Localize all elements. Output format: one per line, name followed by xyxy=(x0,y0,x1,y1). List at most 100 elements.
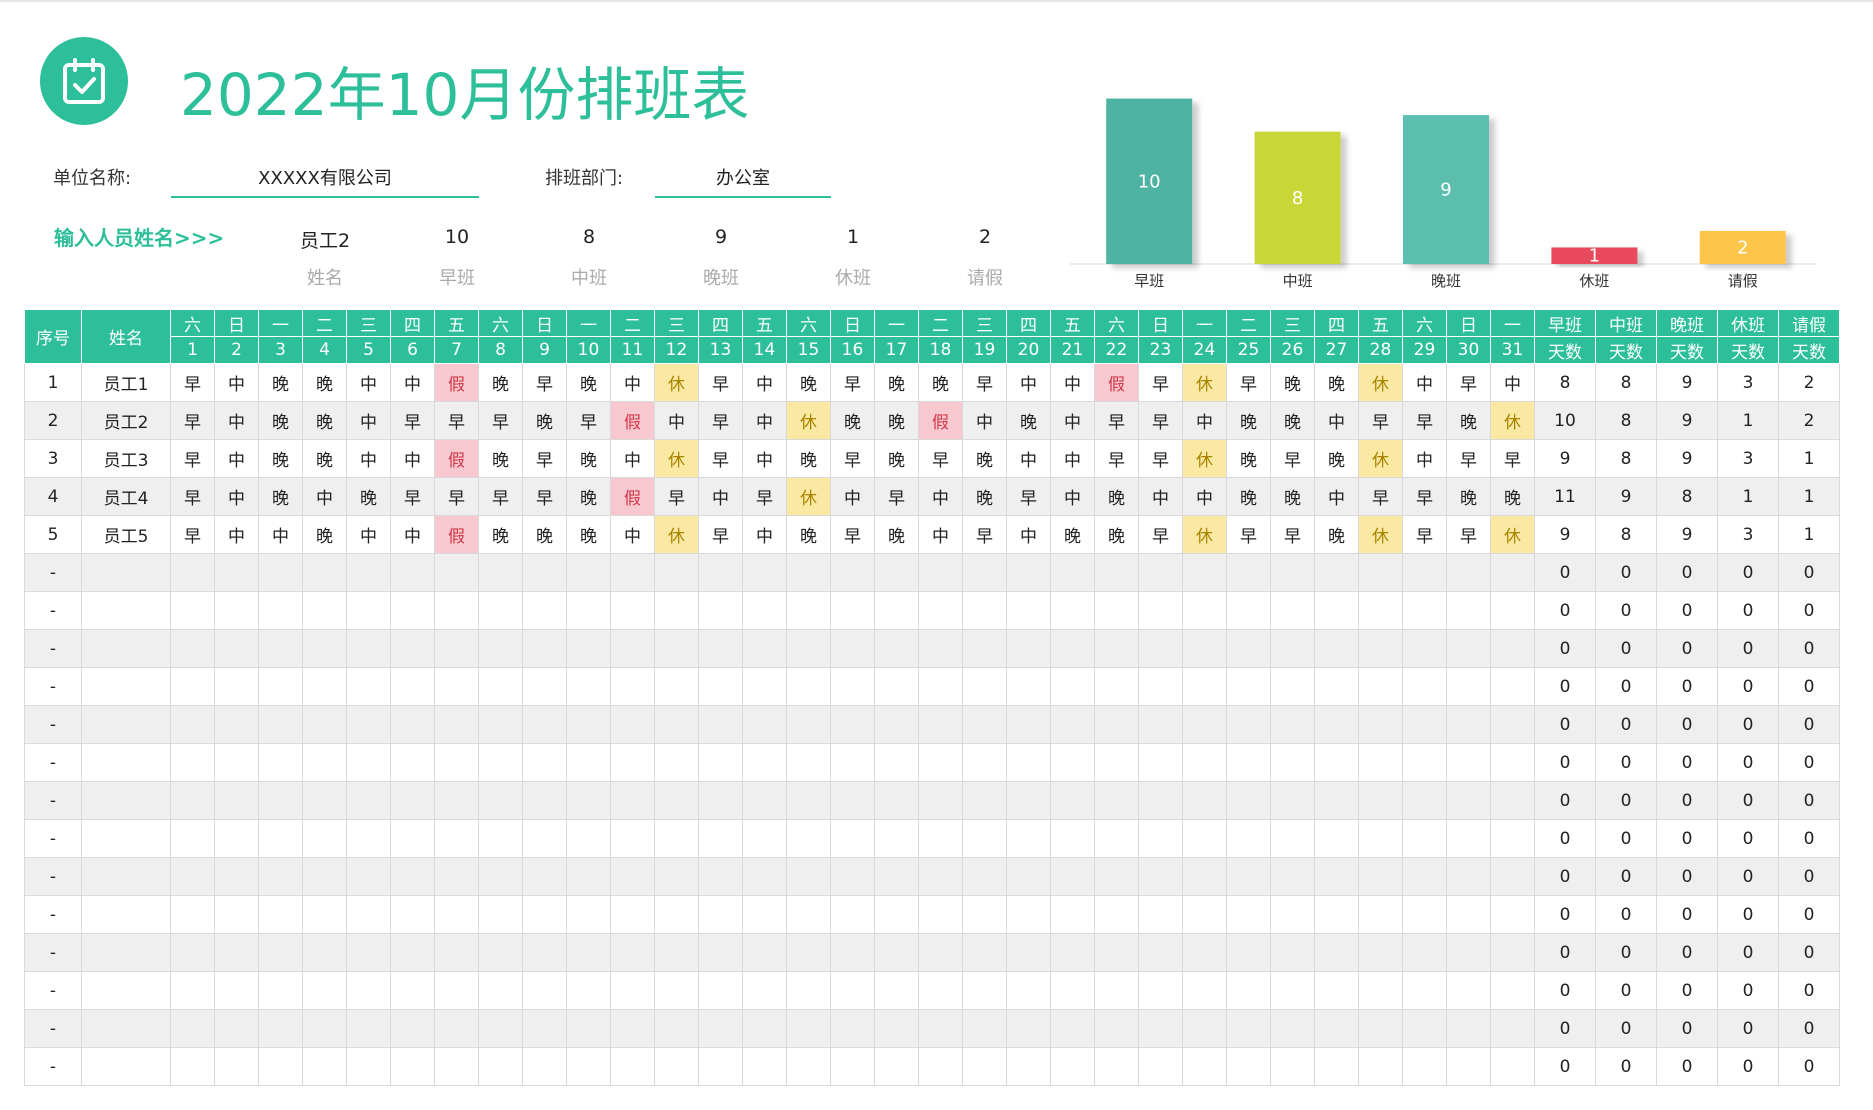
shift-cell[interactable] xyxy=(1314,553,1359,592)
shift-cell[interactable]: 休 xyxy=(654,515,699,554)
shift-cell[interactable] xyxy=(566,629,611,668)
shift-cell[interactable] xyxy=(1182,781,1227,820)
shift-cell[interactable] xyxy=(1446,781,1491,820)
shift-cell[interactable] xyxy=(1006,781,1051,820)
shift-cell[interactable] xyxy=(610,933,655,972)
shift-cell[interactable] xyxy=(1446,1047,1491,1086)
shift-cell[interactable]: 早 xyxy=(1270,439,1315,478)
shift-cell[interactable] xyxy=(1006,857,1051,896)
shift-cell[interactable]: 假 xyxy=(1094,363,1139,402)
shift-cell[interactable] xyxy=(478,743,523,782)
shift-cell[interactable] xyxy=(258,667,303,706)
shift-cell[interactable]: 中 xyxy=(742,515,787,554)
shift-cell[interactable] xyxy=(1094,553,1139,592)
shift-cell[interactable] xyxy=(830,629,875,668)
shift-cell[interactable]: 早 xyxy=(170,515,215,554)
shift-cell[interactable] xyxy=(874,591,919,630)
shift-cell[interactable]: 休 xyxy=(1182,439,1227,478)
shift-cell[interactable] xyxy=(522,895,567,934)
shift-cell[interactable] xyxy=(1094,1009,1139,1048)
shift-cell[interactable] xyxy=(302,591,347,630)
shift-cell[interactable] xyxy=(1094,781,1139,820)
shift-cell[interactable]: 晚 xyxy=(1226,439,1271,478)
shift-cell[interactable] xyxy=(1138,1047,1183,1086)
shift-cell[interactable] xyxy=(786,629,831,668)
shift-cell[interactable] xyxy=(434,933,479,972)
shift-cell[interactable] xyxy=(830,895,875,934)
shift-cell[interactable]: 早 xyxy=(1270,515,1315,554)
shift-cell[interactable] xyxy=(170,933,215,972)
shift-cell[interactable]: 中 xyxy=(1138,477,1183,516)
shift-cell[interactable] xyxy=(1050,591,1095,630)
shift-cell[interactable] xyxy=(214,591,259,630)
shift-cell[interactable]: 早 xyxy=(830,515,875,554)
shift-cell[interactable] xyxy=(830,819,875,858)
unit-name-field[interactable]: XXXXX有限公司 xyxy=(171,164,479,198)
shift-cell[interactable] xyxy=(566,781,611,820)
shift-cell[interactable] xyxy=(918,933,963,972)
shift-cell[interactable]: 中 xyxy=(610,363,655,402)
shift-cell[interactable] xyxy=(1182,857,1227,896)
shift-cell[interactable] xyxy=(830,933,875,972)
shift-cell[interactable] xyxy=(302,705,347,744)
shift-cell[interactable] xyxy=(1226,1009,1271,1048)
shift-cell[interactable] xyxy=(170,781,215,820)
shift-cell[interactable] xyxy=(258,857,303,896)
shift-cell[interactable]: 假 xyxy=(918,401,963,440)
shift-cell[interactable] xyxy=(566,553,611,592)
shift-cell[interactable] xyxy=(1094,857,1139,896)
shift-cell[interactable]: 中 xyxy=(1402,439,1447,478)
shift-cell[interactable]: 晚 xyxy=(522,401,567,440)
shift-cell[interactable] xyxy=(786,591,831,630)
shift-cell[interactable] xyxy=(1050,933,1095,972)
shift-cell[interactable] xyxy=(478,591,523,630)
shift-cell[interactable] xyxy=(566,971,611,1010)
shift-cell[interactable] xyxy=(1314,895,1359,934)
shift-cell[interactable] xyxy=(522,743,567,782)
shift-cell[interactable] xyxy=(346,591,391,630)
shift-cell[interactable] xyxy=(214,819,259,858)
shift-cell[interactable]: 中 xyxy=(346,515,391,554)
shift-cell[interactable] xyxy=(918,591,963,630)
shift-cell[interactable]: 早 xyxy=(1226,363,1271,402)
shift-cell[interactable] xyxy=(258,553,303,592)
shift-cell[interactable] xyxy=(1490,705,1535,744)
shift-cell[interactable] xyxy=(390,895,435,934)
shift-cell[interactable] xyxy=(742,1009,787,1048)
shift-cell[interactable] xyxy=(390,1047,435,1086)
shift-cell[interactable] xyxy=(830,743,875,782)
shift-cell[interactable]: 晚 xyxy=(522,515,567,554)
shift-cell[interactable] xyxy=(1006,819,1051,858)
dept-field[interactable]: 办公室 xyxy=(655,164,831,198)
shift-cell[interactable]: 假 xyxy=(610,401,655,440)
shift-cell[interactable] xyxy=(830,971,875,1010)
shift-cell[interactable] xyxy=(742,743,787,782)
shift-cell[interactable]: 早 xyxy=(1094,439,1139,478)
shift-cell[interactable]: 早 xyxy=(698,515,743,554)
shift-cell[interactable] xyxy=(1094,743,1139,782)
row-name[interactable] xyxy=(81,1047,171,1086)
shift-cell[interactable] xyxy=(1490,1047,1535,1086)
shift-cell[interactable]: 早 xyxy=(962,515,1007,554)
shift-cell[interactable] xyxy=(346,895,391,934)
shift-cell[interactable] xyxy=(1094,705,1139,744)
shift-cell[interactable] xyxy=(1226,553,1271,592)
shift-cell[interactable]: 早 xyxy=(1358,401,1403,440)
shift-cell[interactable] xyxy=(566,895,611,934)
shift-cell[interactable] xyxy=(1006,895,1051,934)
shift-cell[interactable]: 晚 xyxy=(1050,515,1095,554)
shift-cell[interactable]: 早 xyxy=(742,477,787,516)
shift-cell[interactable]: 中 xyxy=(390,515,435,554)
shift-cell[interactable] xyxy=(346,743,391,782)
shift-cell[interactable]: 晚 xyxy=(1446,477,1491,516)
shift-cell[interactable] xyxy=(1358,591,1403,630)
shift-cell[interactable] xyxy=(610,819,655,858)
shift-cell[interactable] xyxy=(390,705,435,744)
shift-cell[interactable] xyxy=(1182,667,1227,706)
shift-cell[interactable] xyxy=(1270,629,1315,668)
shift-cell[interactable] xyxy=(1138,857,1183,896)
shift-cell[interactable]: 早 xyxy=(654,477,699,516)
row-name[interactable] xyxy=(81,629,171,668)
shift-cell[interactable] xyxy=(874,553,919,592)
shift-cell[interactable]: 晚 xyxy=(786,515,831,554)
